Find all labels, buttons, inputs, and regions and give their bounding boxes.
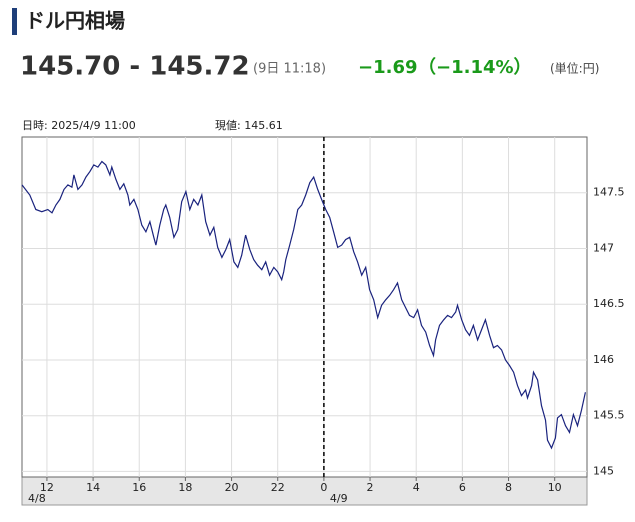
x-tick-label: 2 (367, 481, 374, 494)
x-tick-label: 6 (459, 481, 466, 494)
x-tick-label: 8 (505, 481, 512, 494)
unit: (単位:円) (550, 61, 599, 76)
x-tick-label: 18 (178, 481, 192, 494)
price-line (21, 160, 586, 450)
day-label: 4/8 (28, 492, 46, 505)
y-tick-label: 147 (593, 241, 614, 254)
x-tick-label: 16 (132, 481, 146, 494)
y-tick-label: 146 (593, 353, 614, 366)
day-label: 4/9 (330, 492, 348, 505)
x-tick-label: 12 (40, 481, 54, 494)
y-tick-label: 145.5 (593, 409, 625, 422)
y-tick-label: 145 (593, 464, 614, 477)
y-tick-label: 146.5 (593, 297, 625, 310)
x-tick-label: 22 (271, 481, 285, 494)
info-current: 現値: 145.61 (215, 119, 283, 132)
x-tick-label: 4 (413, 481, 420, 494)
quote-time: (9日 11:18) (253, 62, 326, 77)
change-pct: （−1.14%） (418, 57, 532, 78)
plot-frame (21, 136, 588, 478)
change: −1.69 (358, 57, 418, 78)
info-datetime: 日時: 2025/4/9 11:00 (22, 119, 136, 132)
x-tick-label: 0 (320, 481, 327, 494)
page-title: ドル円相場 (25, 9, 125, 33)
x-tick-label: 20 (225, 481, 239, 494)
x-axis-band (21, 476, 588, 506)
y-tick-label: 147.5 (593, 186, 625, 199)
rate: 145.70 - 145.72 (20, 52, 250, 82)
x-tick-label: 14 (86, 481, 100, 494)
x-tick-label: 10 (548, 481, 562, 494)
title-bar (12, 8, 17, 35)
